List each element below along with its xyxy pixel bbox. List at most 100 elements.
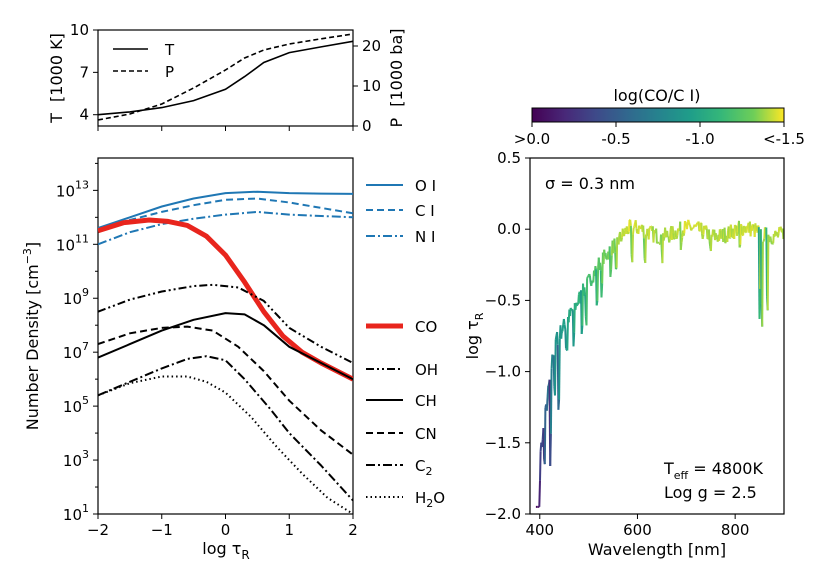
nd-x-tick-label-3: 1 xyxy=(284,521,294,539)
nd-x-tick-label-4: 2 xyxy=(348,521,358,539)
spectrum-segment-121 xyxy=(617,235,621,245)
spectrum-segment-298 xyxy=(738,244,742,248)
tp-y-right-label-unit: [1000 ba] xyxy=(387,29,406,107)
legend-label-co: CO xyxy=(415,318,437,336)
spectrum-segment-253 xyxy=(707,229,711,242)
spectrum-segment-337 xyxy=(765,227,768,297)
spectrum-segment-117 xyxy=(615,267,618,270)
spectrum-segment-225 xyxy=(688,224,692,228)
spectrum-segment-115 xyxy=(613,238,617,253)
spectrum-segment-269 xyxy=(718,228,722,232)
sp-y-tick-label-2: −1.0 xyxy=(485,363,521,381)
spectrum-segment-141 xyxy=(631,234,634,263)
spectrum-segment-264 xyxy=(715,236,718,239)
tp-y-right-tick-label-1: 10 xyxy=(362,77,381,95)
spectrum-segment-254 xyxy=(708,241,712,247)
tp-x-ticks xyxy=(97,126,354,131)
nd-y-label-end: ] xyxy=(23,242,42,248)
spectrum-segment-67 xyxy=(580,325,584,334)
spectrum-segment-113 xyxy=(612,242,615,254)
spectrum-segment-34 xyxy=(558,338,561,400)
legend-label-cn: CN xyxy=(415,425,437,443)
spectrum-segment-28 xyxy=(554,339,557,396)
spectrum-segment-274 xyxy=(722,238,725,243)
spectrum-segment-183 xyxy=(660,234,663,250)
spectrum-segment-158 xyxy=(642,238,646,259)
spectrum-segment-195 xyxy=(668,239,671,243)
spectrum-segment-202 xyxy=(673,237,676,240)
spectrum-segment-60 xyxy=(576,304,579,307)
spectrum-segment-9 xyxy=(541,439,544,448)
spectrum-segment-74 xyxy=(585,278,589,326)
spectrum-segment-350 xyxy=(774,230,777,233)
spectrum-segment-102 xyxy=(604,252,608,260)
spectrum-segment-125 xyxy=(620,237,623,242)
nd-x-tick-label-1: −1 xyxy=(151,521,173,539)
nd-series-h2o xyxy=(98,375,353,514)
tp-legend-p-label: P xyxy=(165,63,174,81)
sp-x-tick-label-2: 800 xyxy=(721,521,750,539)
sp-y-tick-label-4: 0.0 xyxy=(497,220,521,238)
nd-series-c-i xyxy=(98,197,353,232)
nd-y-tick-label-3: 107 xyxy=(63,340,89,362)
spectrum-segment-344 xyxy=(770,240,773,245)
spectrum-segment-29 xyxy=(554,335,558,341)
spectrum-segment-123 xyxy=(619,231,622,240)
spectrum-segment-230 xyxy=(692,226,695,229)
spectrum-segment-78 xyxy=(588,273,591,276)
spectrum-segment-75 xyxy=(586,276,589,279)
spectrum-segment-38 xyxy=(561,330,564,333)
spectrum-segment-89 xyxy=(595,300,599,306)
sp-teff-label: T xyxy=(663,459,674,478)
legend-label-c2: C2 xyxy=(415,457,432,478)
sp-y-label-main: log τ xyxy=(463,320,482,359)
legend-label-h2o: H2O xyxy=(415,489,445,510)
tp-legend-t-label: T xyxy=(164,41,175,59)
legend-label-c-i: C I xyxy=(415,202,435,220)
spectrum-segment-136 xyxy=(627,220,631,232)
legend-label-o-i: O I xyxy=(415,177,436,195)
sp-y-label-sub: R xyxy=(473,312,486,320)
spectrum-segment-300 xyxy=(740,223,743,227)
spectrum-segment-109 xyxy=(609,269,613,277)
nd-y-tick-label-5: 1011 xyxy=(56,232,89,254)
spectrum-segment-42 xyxy=(563,324,567,330)
nd-series-c2 xyxy=(98,355,353,502)
spectrum-segment-239 xyxy=(698,229,701,232)
spectrum-segment-21 xyxy=(549,433,552,467)
spectrum-segment-142 xyxy=(632,227,635,235)
spectrum-segment-325 xyxy=(757,225,760,228)
spectrum-segment-6 xyxy=(539,451,542,481)
spectrum-segment-280 xyxy=(726,230,729,243)
spectrum-segment-163 xyxy=(646,228,649,234)
sp-x-tick-label-0: 400 xyxy=(525,521,554,539)
spectrum-segment-178 xyxy=(656,241,660,244)
spectrum-segment-16 xyxy=(545,398,549,411)
nd-series-co xyxy=(98,217,353,382)
spectrum-segment-96 xyxy=(600,283,604,298)
nd-series-cn xyxy=(98,325,353,456)
spectrum-segment-204 xyxy=(674,230,677,238)
nd-y-tick-label-1: 103 xyxy=(63,448,89,470)
spectrum-segment-283 xyxy=(728,236,731,240)
spectrum-segment-216 xyxy=(682,232,686,236)
sp-y-tick-label-0: −2.0 xyxy=(485,505,521,523)
sp-y-label: log τR xyxy=(463,312,486,359)
spectrum-segment-110 xyxy=(610,255,613,270)
nd-y-tick-label-6: 1013 xyxy=(56,178,89,200)
sp-teff-value: = 4800K xyxy=(688,459,763,478)
sp-x-ticks: 400 600 800 xyxy=(525,514,749,539)
spectrum-segment-187 xyxy=(662,236,666,241)
legend-label-n-i: N I xyxy=(415,228,435,246)
tp-y-right-tick-label-0: 0 xyxy=(362,117,372,135)
nd-y-tick-label-0: 101 xyxy=(63,502,89,524)
legend-label-c2-main: C xyxy=(415,457,425,475)
sp-y-tick-label-1: −1.5 xyxy=(485,434,521,452)
colorbar: log(CO/C I) >0.0 -0.5 -1.0 <-1.5 xyxy=(514,86,805,148)
tp-y-left-tick-label-1: 7 xyxy=(79,63,89,81)
spectrum-segment-224 xyxy=(688,222,691,226)
temperature-pressure-panel: 4 7 10 0 10 20 T [1000 K] P [1000 ba] T P xyxy=(47,21,406,135)
spectrum-segment-76 xyxy=(586,275,590,278)
tp-series-p xyxy=(98,33,353,121)
